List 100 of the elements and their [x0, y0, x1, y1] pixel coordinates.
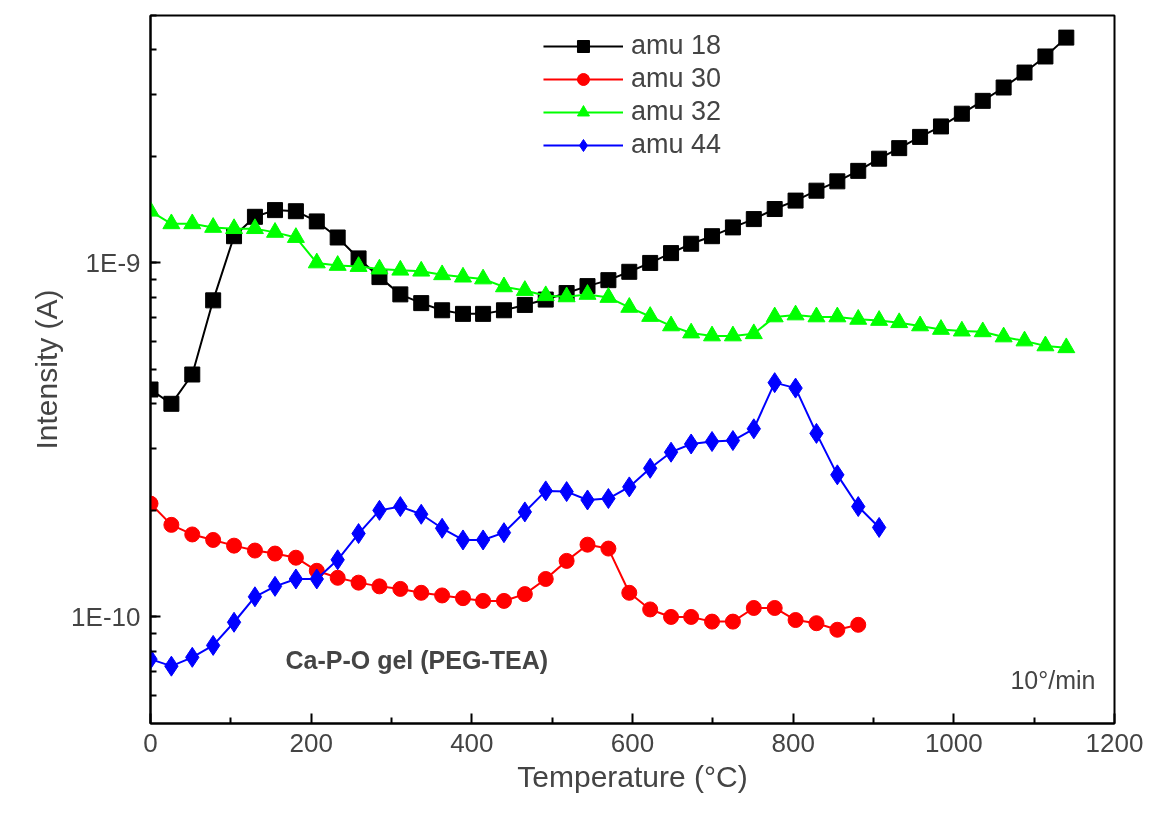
- point: [288, 568, 304, 590]
- point: [434, 517, 450, 539]
- point: [850, 162, 867, 179]
- point: [995, 79, 1012, 96]
- x-tick-label: 1200: [1085, 727, 1144, 758]
- point: [350, 574, 367, 591]
- point: [663, 441, 679, 463]
- point: [871, 516, 887, 538]
- point: [246, 542, 263, 559]
- point: [184, 366, 201, 383]
- point: [808, 182, 825, 199]
- point: [724, 219, 741, 236]
- point: [517, 501, 533, 523]
- point: [683, 235, 700, 252]
- x-tick-label: 200: [289, 727, 333, 758]
- point: [184, 526, 201, 543]
- point: [850, 616, 867, 633]
- point: [642, 254, 659, 271]
- point: [163, 395, 180, 412]
- point: [267, 202, 284, 219]
- point: [205, 292, 222, 309]
- x-tick-label: 800: [771, 727, 815, 758]
- point: [475, 529, 491, 551]
- point: [787, 612, 804, 629]
- point: [495, 592, 512, 609]
- point: [766, 599, 783, 616]
- point: [329, 569, 346, 586]
- point: [267, 545, 284, 562]
- y-tick-label: 1E-10: [71, 601, 141, 632]
- point: [267, 575, 283, 597]
- point: [392, 286, 409, 303]
- legend-label: amu 32: [630, 96, 722, 127]
- point: [704, 431, 720, 453]
- legend-label: amu 30: [630, 63, 722, 94]
- legend-label: amu 44: [630, 129, 722, 160]
- point: [766, 201, 783, 218]
- point: [287, 549, 304, 566]
- point: [912, 128, 929, 145]
- point: [621, 584, 638, 601]
- point: [392, 580, 409, 597]
- point: [247, 586, 263, 608]
- point: [308, 213, 325, 230]
- x-axis-title: Temperature (°C): [517, 759, 748, 793]
- x-tick-label: 0: [143, 727, 158, 758]
- point: [163, 516, 180, 533]
- point: [455, 529, 471, 551]
- y-axis-title: Intensity (A): [30, 289, 64, 450]
- point: [829, 621, 846, 638]
- x-tick-label: 400: [450, 727, 494, 758]
- point: [745, 211, 762, 228]
- point: [704, 228, 721, 245]
- point: [829, 173, 846, 190]
- point: [932, 118, 949, 135]
- point: [725, 430, 741, 452]
- point: [434, 587, 451, 604]
- point: [642, 601, 659, 618]
- point: [704, 613, 721, 630]
- point: [808, 615, 825, 632]
- point: [413, 584, 430, 601]
- point: [953, 105, 970, 122]
- point: [226, 537, 243, 554]
- point: [475, 592, 492, 609]
- point: [287, 203, 304, 220]
- point: [1037, 48, 1054, 65]
- point: [516, 296, 533, 313]
- annotation: 10°/min: [1010, 665, 1096, 694]
- point: [516, 586, 533, 603]
- point: [558, 552, 575, 569]
- annotation: Ca-P-O gel (PEG-TEA): [285, 645, 549, 674]
- point: [579, 536, 596, 553]
- point: [600, 540, 617, 557]
- point: [891, 140, 908, 157]
- point: [205, 531, 222, 548]
- legend-label: amu 18: [630, 30, 722, 61]
- point: [413, 295, 430, 312]
- point: [745, 599, 762, 616]
- point: [226, 611, 242, 633]
- point: [683, 433, 699, 455]
- point: [434, 302, 451, 319]
- point: [663, 608, 680, 625]
- point: [495, 302, 512, 319]
- point: [871, 150, 888, 167]
- point: [787, 192, 804, 209]
- point: [621, 263, 638, 280]
- point: [683, 608, 700, 625]
- point: [205, 634, 221, 656]
- point: [455, 590, 471, 607]
- point: [371, 578, 388, 595]
- point: [724, 613, 741, 630]
- point: [1058, 29, 1075, 46]
- point: [600, 272, 617, 289]
- point: [455, 305, 471, 322]
- point: [663, 245, 680, 262]
- point: [974, 92, 991, 109]
- x-tick-label: 600: [610, 727, 655, 758]
- x-tick-label: 1000: [924, 727, 983, 758]
- point: [475, 305, 492, 322]
- y-tick-label: 1E-9: [85, 247, 141, 278]
- point: [537, 571, 554, 587]
- point: [1016, 64, 1033, 81]
